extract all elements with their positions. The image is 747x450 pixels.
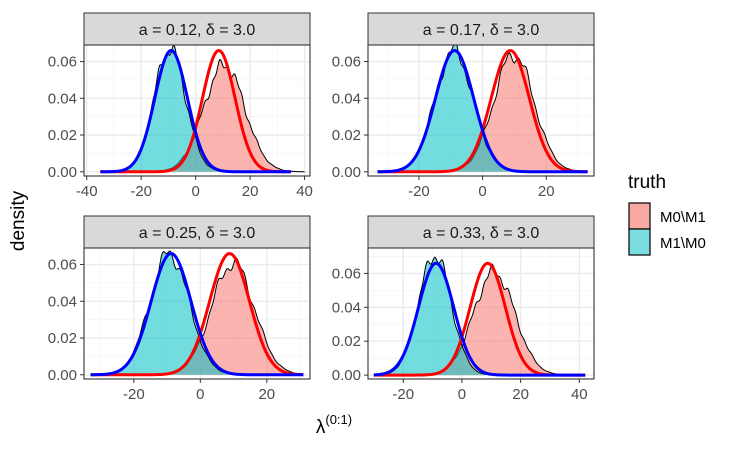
legend-label-m1m0: M1\M0 — [660, 235, 706, 252]
x-axis-title-main: λ — [316, 417, 326, 438]
y-tick-label: 0.02 — [332, 333, 361, 350]
y-tick-label: 0.06 — [48, 54, 77, 71]
x-tick-label: 40 — [571, 386, 588, 403]
y-axis-title: density — [8, 190, 29, 251]
x-tick-label: -20 — [130, 183, 152, 200]
x-tick-label: -20 — [408, 183, 430, 200]
facet-strip — [83, 12, 311, 46]
x-axis-title: λ(0:1) — [316, 412, 352, 438]
facet-panel-3: a = 0.25, δ = 3.0 0.00 0.02 0.04 0.06 -20 0 20 — [48, 215, 311, 403]
panel-border — [367, 247, 595, 380]
panel-border — [367, 44, 595, 177]
plot-area — [368, 45, 594, 176]
density-area-m1m0 — [380, 45, 521, 172]
y-tick-label: 0.00 — [332, 164, 361, 181]
facet-panel-1: a = 0.12, δ = 3.0 0.00 0.02 0.04 0.06 -40 -20 0… — [48, 12, 313, 200]
fit-curve-m1m0 — [377, 49, 588, 174]
y-tick-label: 0.06 — [48, 257, 77, 274]
fit-curve-m1m0 — [90, 252, 304, 377]
x-tick-label: 20 — [258, 386, 275, 403]
facet-strip-label: a = 0.12, δ = 3.0 — [139, 22, 256, 39]
legend-title: truth — [628, 172, 666, 193]
plot-area — [84, 45, 310, 176]
y-tick-label: 0.04 — [48, 90, 77, 107]
y-tick-label: 0.00 — [48, 164, 77, 181]
x-tick-label: 0 — [196, 386, 204, 403]
x-tick-label: -20 — [123, 386, 145, 403]
fit-curve-m0m1 — [90, 252, 304, 377]
y-tick-label: 0.04 — [332, 90, 361, 107]
y-tick-label: 0.04 — [48, 293, 77, 310]
x-axis-title-sup: (0:1) — [325, 412, 352, 427]
plot-area — [368, 248, 594, 379]
y-tick-label: 0.00 — [48, 367, 77, 384]
y-tick-label: 0.02 — [48, 127, 77, 144]
panel-border — [83, 44, 311, 177]
panel-border — [83, 247, 311, 380]
y-tick-label: 0.02 — [332, 127, 361, 144]
facet-strip-label: a = 0.25, δ = 3.0 — [139, 225, 256, 242]
y-tick-label: 0.02 — [48, 330, 77, 347]
y-tick-label: 0.06 — [332, 265, 361, 282]
legend-key-m1m0 — [628, 228, 651, 256]
facet-strip-label: a = 0.33, δ = 3.0 — [423, 225, 540, 242]
legend-key-m0m1 — [628, 202, 651, 230]
legend: truth M0\M1 M1\M0 — [628, 172, 706, 256]
facet-strip-label: a = 0.17, δ = 3.0 — [423, 22, 540, 39]
density-area-m0m1 — [444, 52, 588, 172]
plot-area — [84, 248, 310, 379]
x-tick-label: 0 — [478, 183, 486, 200]
x-tick-label: 0 — [458, 386, 466, 403]
x-tick-label: -40 — [76, 183, 98, 200]
x-tick-label: 0 — [191, 183, 199, 200]
facet-strip — [367, 12, 595, 46]
y-tick-label: 0.06 — [332, 54, 361, 71]
density-area-m1m0 — [108, 45, 237, 172]
x-tick-label: 20 — [538, 183, 555, 200]
density-area-m1m0 — [90, 251, 241, 375]
fit-curve-m1m0 — [373, 261, 586, 377]
y-tick-label: 0.00 — [332, 367, 361, 384]
legend-label-m0m1: M0\M1 — [660, 209, 706, 226]
facet-strip — [83, 215, 311, 249]
y-tick-label: 0.04 — [332, 299, 361, 316]
x-tick-label: -20 — [392, 386, 414, 403]
facet-panel-2: a = 0.17, δ = 3.0 0.00 0.02 0.04 0.06 -20 0 20 — [332, 12, 595, 200]
x-tick-label: 20 — [242, 183, 259, 200]
panels: a = 0.12, δ = 3.0 0.00 0.02 0.04 0.06 -40 -20 0… — [48, 12, 595, 403]
x-tick-label: 20 — [512, 386, 529, 403]
x-tick-label: 40 — [296, 183, 313, 200]
facet-panel-4: a = 0.33, δ = 3.0 0.00 0.02 0.04 0.06 -20 0 20 4… — [332, 215, 595, 403]
fit-curve-m1m0 — [100, 48, 291, 174]
